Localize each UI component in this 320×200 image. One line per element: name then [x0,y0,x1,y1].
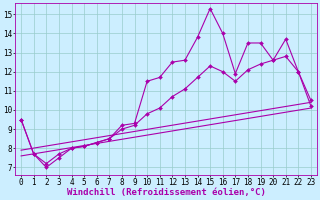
X-axis label: Windchill (Refroidissement éolien,°C): Windchill (Refroidissement éolien,°C) [67,188,266,197]
